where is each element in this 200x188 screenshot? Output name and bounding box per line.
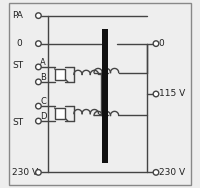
Text: B: B xyxy=(40,73,46,82)
Circle shape xyxy=(36,79,41,85)
Text: D: D xyxy=(40,112,47,121)
Circle shape xyxy=(36,170,41,175)
Circle shape xyxy=(153,170,159,175)
Text: PA: PA xyxy=(12,11,23,20)
Text: 230 V: 230 V xyxy=(159,168,185,177)
FancyBboxPatch shape xyxy=(55,108,65,119)
Text: A: A xyxy=(40,58,46,67)
Bar xyxy=(102,29,108,163)
Text: ST: ST xyxy=(12,61,23,70)
Circle shape xyxy=(36,41,41,46)
Circle shape xyxy=(36,13,41,18)
Circle shape xyxy=(36,103,41,109)
FancyBboxPatch shape xyxy=(55,69,65,80)
Text: 0: 0 xyxy=(16,39,22,48)
Text: 230 V: 230 V xyxy=(12,168,38,177)
Circle shape xyxy=(153,91,159,97)
Text: C: C xyxy=(40,97,46,106)
Circle shape xyxy=(36,118,41,124)
Text: ST: ST xyxy=(12,118,23,127)
Text: 0: 0 xyxy=(159,39,165,48)
Text: 115 V: 115 V xyxy=(159,89,185,99)
Circle shape xyxy=(36,64,41,70)
Circle shape xyxy=(153,41,159,46)
